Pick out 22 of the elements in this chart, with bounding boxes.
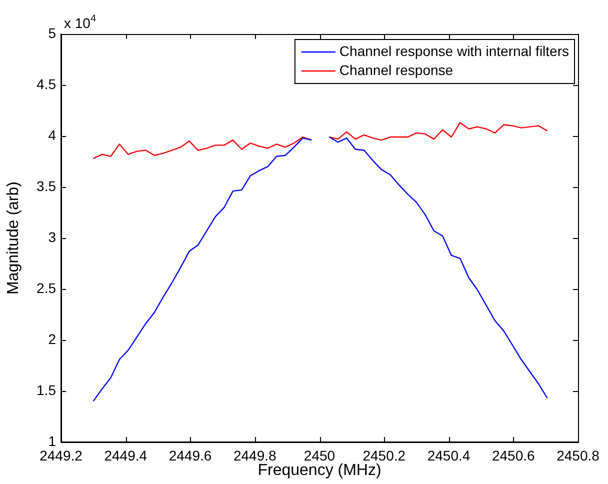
y-tick-label: 1.5	[36, 382, 56, 398]
y-tick-label: 1	[48, 432, 56, 449]
x-tick-label: 2450.8	[556, 447, 600, 464]
legend-label: Channel response with internal filters	[339, 42, 570, 59]
legend-label: Channel response	[339, 62, 454, 78]
x-tick-label: 2449.8	[233, 447, 276, 464]
x-tick-label: 2450.2	[362, 447, 406, 464]
x-tick-label: 2450.4	[427, 447, 470, 464]
y-tick-label: 3.5	[36, 178, 56, 194]
y-tick-label: 2	[48, 330, 56, 347]
x-tick-label: 2450	[304, 447, 336, 464]
x-tick-label: 2450.6	[492, 447, 535, 464]
x-tick-label: 2449.6	[168, 447, 212, 464]
y-tick-label: 5	[48, 24, 56, 41]
x-axis-title: Frequency (MHz)	[258, 462, 382, 479]
y-tick-label: 2.5	[36, 280, 56, 296]
y-axis-title: Magnitude (arb)	[5, 182, 22, 294]
x-tick-label: 2449.2	[40, 447, 83, 464]
y-tick-label: 4	[48, 126, 56, 143]
y-tick-label: 3	[48, 228, 56, 245]
x-tick-label: 2449.4	[104, 447, 148, 464]
y-tick-label: 4.5	[36, 76, 56, 92]
